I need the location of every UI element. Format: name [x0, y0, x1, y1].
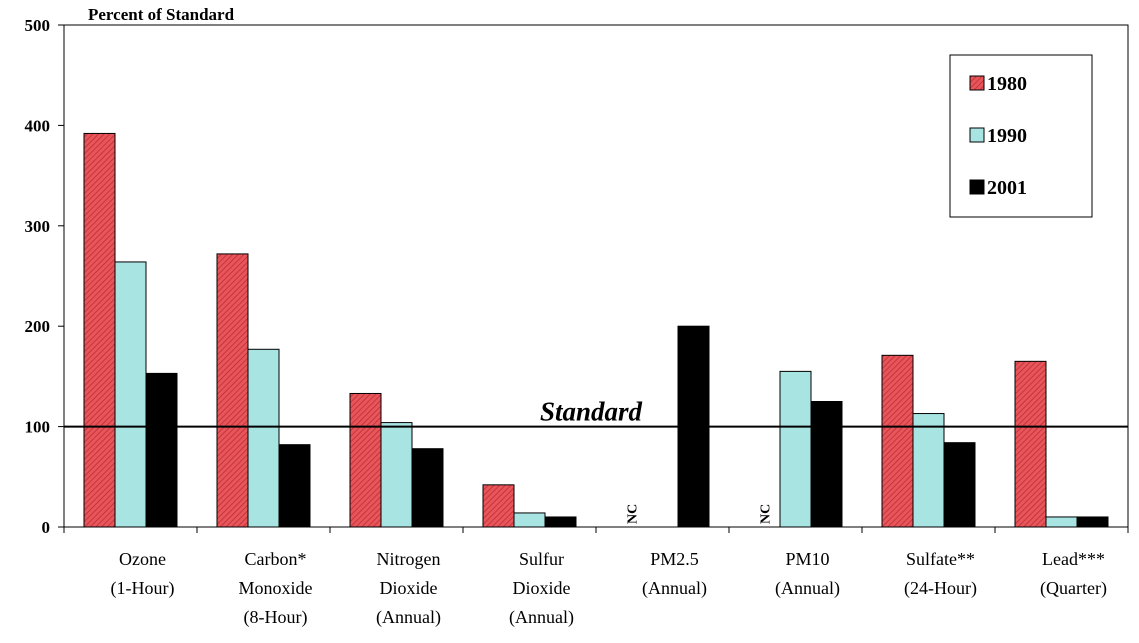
bar-1980-1	[216, 253, 249, 528]
category-label: (Annual)	[642, 578, 707, 599]
y-tick-label: 500	[25, 16, 51, 35]
category-label: (Annual)	[376, 607, 441, 628]
bar-1990-3	[513, 512, 546, 528]
bar-1990-7	[1045, 516, 1078, 528]
bar-1980-2	[349, 392, 382, 528]
category-label: Lead***	[1042, 549, 1105, 569]
bar-2001-6	[943, 442, 976, 528]
y-axis-title: Percent of Standard	[88, 5, 235, 24]
axes: 0 100 200 300 400 500	[25, 16, 1129, 537]
category-label: (Annual)	[775, 578, 840, 599]
y-tick-label: 0	[42, 518, 51, 537]
bar-1990-5	[779, 370, 812, 528]
bar-2001-3	[544, 516, 577, 528]
y-tick-label: 200	[25, 317, 51, 336]
bar-2001-2	[411, 448, 444, 528]
category-label: Monoxide	[239, 578, 313, 598]
category-label: Dioxide	[513, 578, 571, 598]
bar-1990-2	[380, 422, 413, 528]
category-label: Carbon*	[245, 549, 307, 569]
bar-1980-7	[1014, 360, 1047, 528]
bar-1990-1	[247, 348, 280, 528]
bar-2001-5	[810, 401, 843, 528]
bar-1990-6	[912, 413, 945, 528]
standard-label: Standard	[540, 397, 643, 427]
bar-1980-0	[83, 132, 116, 528]
bar-1980-3	[482, 484, 515, 528]
category-label: Nitrogen	[377, 549, 441, 569]
category-label: (1-Hour)	[111, 578, 175, 599]
y-tick-label: 300	[25, 217, 51, 236]
category-label: (Quarter)	[1040, 578, 1107, 599]
standard-reference: Standard	[64, 397, 1128, 428]
category-label: (24-Hour)	[904, 578, 977, 599]
bar-2001-1	[278, 444, 311, 528]
legend-swatch-2001	[969, 179, 985, 195]
legend-label: 2001	[987, 177, 1027, 199]
category-label: PM10	[785, 549, 829, 569]
category-label: PM2.5	[650, 549, 699, 569]
y-tick-label: 400	[25, 116, 51, 135]
nc-annotation: NC	[759, 504, 774, 524]
bar-2001-7	[1076, 516, 1109, 528]
bar-1990-0	[114, 261, 147, 528]
legend-swatch-1980	[969, 75, 985, 91]
legend-swatch-1990	[969, 127, 985, 143]
category-label: (8-Hour)	[244, 607, 308, 628]
bar-2001-0	[145, 372, 178, 528]
category-labels: Ozone (1-Hour) Carbon* Monoxide (8-Hour) Nitr…	[111, 549, 1107, 628]
legend-label: 1980	[987, 73, 1027, 95]
legend: 1980 1990 2001	[949, 54, 1093, 218]
category-label: (Annual)	[509, 607, 574, 628]
legend-label: 1990	[987, 125, 1027, 147]
category-label: Ozone	[119, 549, 166, 569]
category-label: Sulfur	[519, 549, 564, 569]
nc-annotation: NC	[626, 504, 641, 524]
category-label: Sulfate**	[906, 549, 975, 569]
y-tick-label: 100	[25, 418, 51, 437]
category-label: Dioxide	[380, 578, 438, 598]
bar-1980-6	[881, 354, 914, 528]
